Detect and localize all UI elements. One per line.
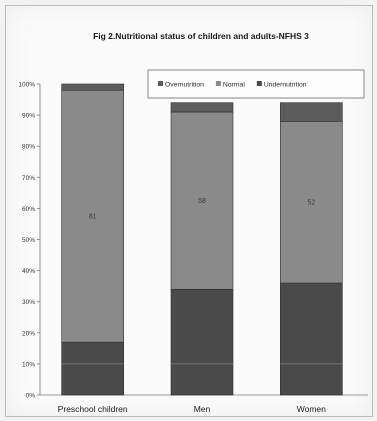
legend-swatch-overnutrition bbox=[158, 81, 163, 86]
legend-box bbox=[147, 69, 365, 99]
bar-segment-overnutrition bbox=[170, 102, 234, 113]
y-tick-label: 20% bbox=[22, 330, 35, 337]
legend-swatch-normal bbox=[215, 81, 221, 86]
bar-segment-undernutrition bbox=[280, 282, 343, 396]
x-category-label: Preschool children bbox=[58, 404, 128, 414]
y-tick-label: 40% bbox=[22, 268, 35, 275]
data-label-layer: 81 Preschool children 58 Men 52 Women bbox=[58, 198, 326, 414]
bar-layer bbox=[61, 83, 343, 396]
y-tick-label: 90% bbox=[22, 113, 35, 120]
chart-title: Fig 2.Nutritional status of children and… bbox=[93, 31, 309, 41]
y-tick-label: 60% bbox=[22, 206, 35, 213]
x-category-label: Men bbox=[194, 404, 211, 414]
bar-segment-undernutrition bbox=[170, 288, 234, 396]
y-tick-label: 50% bbox=[22, 237, 35, 244]
data-label: 58 bbox=[198, 198, 206, 205]
y-tick-label: 30% bbox=[22, 299, 35, 306]
bar-segment-overnutrition bbox=[61, 83, 124, 91]
bar-segment-normal bbox=[280, 121, 343, 284]
data-label: 81 bbox=[89, 214, 97, 221]
chart-figure: Fig 2.Nutritional status of children and… bbox=[5, 5, 373, 417]
legend-swatch-undernutrition bbox=[256, 81, 262, 86]
data-label: 52 bbox=[307, 200, 315, 207]
y-tick-label: 70% bbox=[22, 175, 35, 182]
bar-segment-undernutrition bbox=[61, 341, 124, 396]
stacked-bar-chart: Fig 2.Nutritional status of children and… bbox=[18, 31, 368, 414]
legend-label-normal: Normal bbox=[223, 82, 245, 89]
y-tick-label: 80% bbox=[22, 144, 35, 151]
bar-segment-normal bbox=[170, 111, 234, 290]
y-tick-label: 10% bbox=[22, 361, 35, 368]
legend-label-overnutrition: Overnutrition bbox=[165, 82, 204, 89]
x-category-label: Women bbox=[297, 404, 326, 414]
legend-label-undernutrition: Undernutrition bbox=[264, 82, 307, 89]
y-tick-label: 0% bbox=[26, 393, 36, 400]
y-tick-label: 100% bbox=[18, 82, 35, 89]
bar-segment-normal bbox=[61, 89, 124, 343]
bar-segment-overnutrition bbox=[280, 102, 343, 122]
legend: Overnutrition Normal Undernutrition bbox=[147, 69, 365, 99]
